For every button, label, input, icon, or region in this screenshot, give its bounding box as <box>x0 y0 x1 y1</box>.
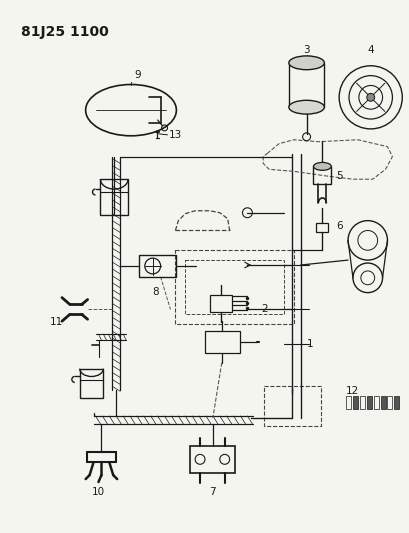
Text: 1: 1 <box>307 339 313 349</box>
Text: 3: 3 <box>303 45 310 55</box>
Bar <box>346 396 351 409</box>
Text: 9: 9 <box>134 70 141 79</box>
Bar <box>317 223 328 232</box>
Bar <box>139 255 176 277</box>
Bar <box>190 446 235 473</box>
Text: 2: 2 <box>261 304 268 314</box>
Ellipse shape <box>289 56 324 70</box>
Text: 12: 12 <box>346 386 359 396</box>
Bar <box>353 396 358 409</box>
Bar <box>360 396 365 409</box>
Bar <box>210 295 231 312</box>
Bar <box>289 63 324 107</box>
Bar <box>394 396 399 409</box>
Text: 8: 8 <box>153 287 159 297</box>
Ellipse shape <box>314 163 331 171</box>
Text: 13: 13 <box>169 130 182 140</box>
Bar <box>185 260 284 314</box>
Bar <box>264 386 321 426</box>
Text: 6: 6 <box>336 221 343 231</box>
Bar <box>374 396 379 409</box>
Bar <box>205 331 240 353</box>
Bar <box>381 396 386 409</box>
Bar <box>80 369 103 398</box>
Text: 5: 5 <box>336 171 343 181</box>
Circle shape <box>367 93 375 101</box>
Bar <box>175 250 294 324</box>
Text: 11: 11 <box>50 317 63 327</box>
Text: 81J25 1100: 81J25 1100 <box>20 26 108 39</box>
Text: 4: 4 <box>367 45 374 55</box>
Bar <box>314 166 331 184</box>
Text: 7: 7 <box>209 487 216 497</box>
Ellipse shape <box>289 100 324 114</box>
Bar <box>367 396 372 409</box>
Bar <box>387 396 392 409</box>
Text: 10: 10 <box>92 487 105 497</box>
Bar <box>101 179 128 215</box>
